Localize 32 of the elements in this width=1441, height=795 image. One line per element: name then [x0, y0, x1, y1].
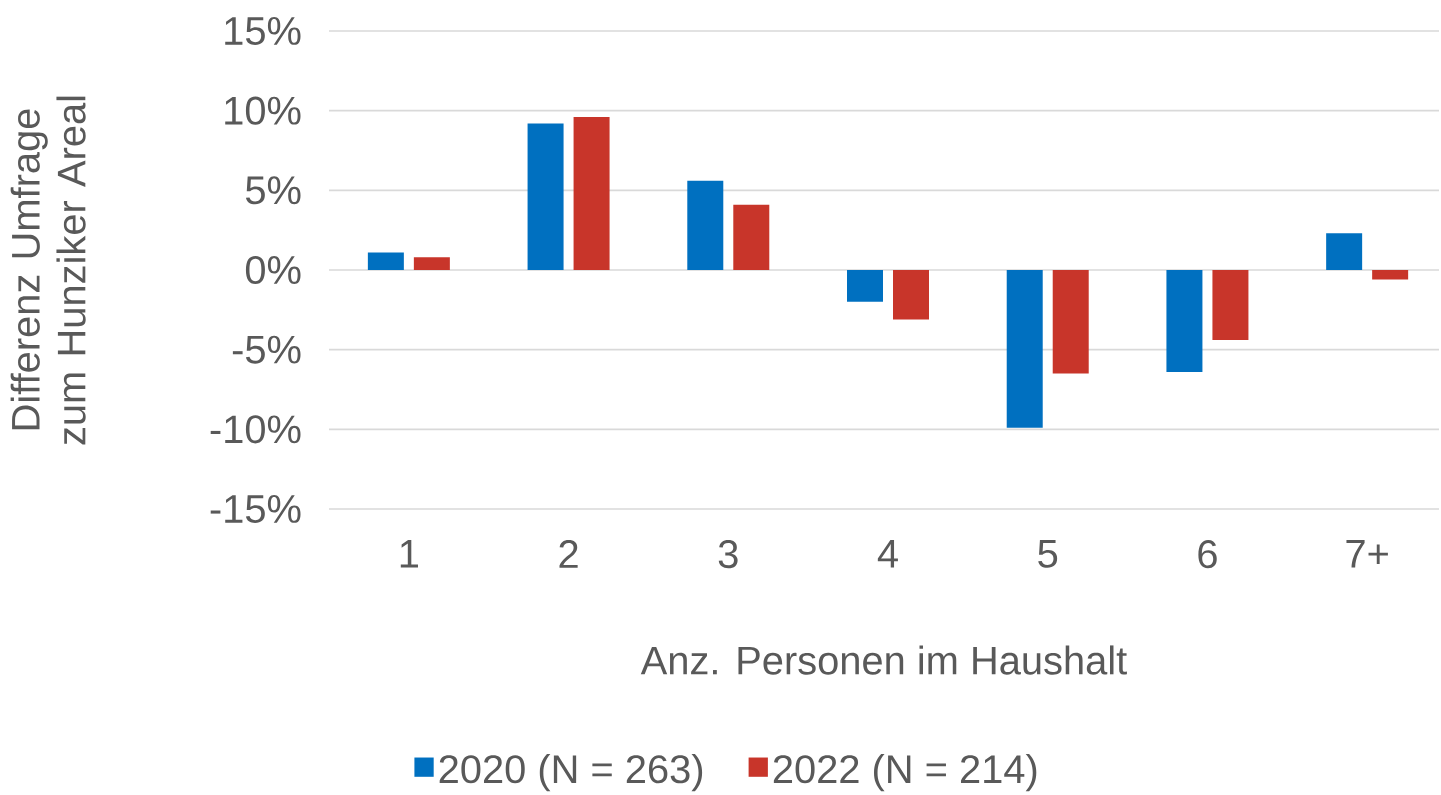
y-tick-label: 0%	[245, 255, 301, 285]
x-tick-label: 5	[1038, 540, 1058, 568]
x-tick-label: 3	[718, 540, 738, 569]
x-tick-label: 4	[877, 540, 898, 568]
y-tick-label: 5%	[245, 176, 301, 205]
bar	[1006, 270, 1043, 428]
x-tick-label: 1	[400, 540, 418, 568]
x-tick-label: 7+	[1346, 540, 1388, 568]
y-tick-label: 10%	[225, 96, 301, 125]
legend-label: 2022 (N = 214)	[773, 754, 1037, 792]
bar	[687, 180, 724, 270]
x-tick-label: 2	[559, 540, 578, 568]
bar	[1052, 270, 1089, 374]
bar	[527, 123, 564, 270]
y-axis-title: Differenz Umfrage zum Hunziker Areal	[10, 96, 86, 445]
bar	[573, 117, 610, 270]
bar	[847, 270, 883, 302]
x-tick-label: 6	[1198, 540, 1217, 569]
bar	[893, 270, 929, 320]
x-axis-title: Anz. Personen im Haushalt	[640, 645, 1127, 675]
y-tick-label: 15%	[225, 16, 301, 45]
y-tick-label: -5%	[232, 335, 301, 364]
bar	[1166, 270, 1203, 372]
bar	[1326, 233, 1363, 270]
y-tick-label: -15%	[210, 494, 301, 524]
bar	[413, 257, 450, 270]
legend-label: 2020 (N = 263)	[439, 754, 703, 792]
y-tick-label: -10%	[210, 415, 301, 444]
bar	[1372, 270, 1409, 280]
bar	[1212, 270, 1249, 341]
bar	[367, 252, 404, 270]
bar	[733, 204, 770, 270]
